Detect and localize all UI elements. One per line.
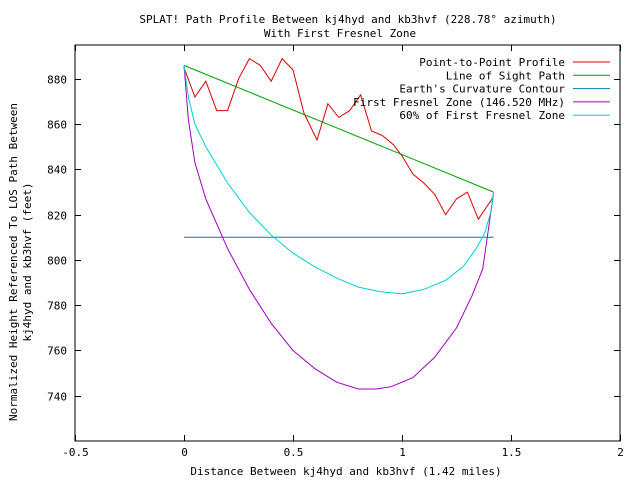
y-axis-label-line1: Normalized Height Referenced To LOS Path…: [7, 103, 20, 421]
chart-title-line2: With First Fresnel Zone: [264, 27, 416, 40]
legend-label-0: Point-to-Point Profile: [419, 56, 565, 69]
plot-axes: -0.5 0 0.5 1 1.5 2 740 760 780 800 820 840 860 880: [47, 44, 624, 459]
y-tick-label: 740: [47, 391, 67, 404]
series-line-0: [183, 57, 495, 221]
series-layer: [183, 57, 495, 390]
series-line-1: [183, 64, 494, 193]
legend-label-1: Line of Sight Path: [446, 69, 565, 82]
y-tick-label: 820: [47, 210, 67, 223]
x-tick-label: -0.5: [62, 446, 89, 459]
plot-frame: [74, 44, 621, 442]
x-tick-label: 1: [399, 446, 406, 459]
series-line-4: [183, 65, 495, 295]
y-tick-label: 760: [47, 345, 67, 358]
x-tick-label: 0.5: [284, 446, 304, 459]
chart-title-line1: SPLAT! Path Profile Between kj4hyd and k…: [139, 13, 556, 26]
x-tick-label: 0: [181, 446, 188, 459]
series-line-3: [183, 65, 495, 390]
x-axis-label: Distance Between kj4hyd and kb3hvf (1.42…: [190, 465, 501, 478]
legend-label-3: First Fresnel Zone (146.520 MHz): [353, 96, 565, 109]
legend-label-2: Earth's Curvature Contour: [399, 83, 565, 96]
y-tick-label: 880: [47, 74, 67, 87]
y-tick-label: 780: [47, 300, 67, 313]
y-tick-label: 800: [47, 255, 67, 268]
y-tick-label: 860: [47, 119, 67, 132]
legend-label-4: 60% of First Fresnel Zone: [399, 109, 565, 122]
y-axis-label-line2: kj4hyd and kb3hvf (feet): [21, 183, 34, 342]
y-tick-label: 840: [47, 164, 67, 177]
x-tick-label: 2: [617, 446, 624, 459]
x-tick-label: 1.5: [502, 446, 522, 459]
